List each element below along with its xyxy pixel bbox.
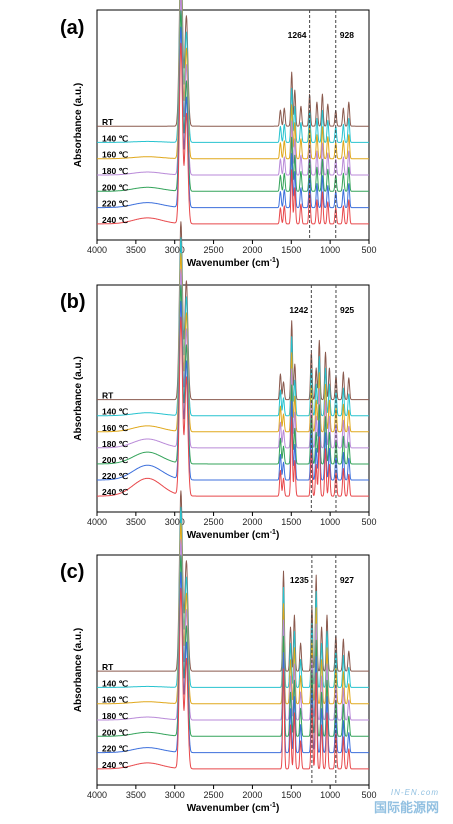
spectrum-line-4: [96, 539, 370, 721]
panel-label: (c): [60, 561, 84, 583]
plot-frame: [96, 9, 370, 241]
series-label: 240 ℃: [102, 760, 129, 770]
spectrum-line-6: [96, 26, 370, 209]
x-tick-label: 3000: [165, 790, 185, 800]
x-tick-label: 1000: [320, 245, 340, 255]
x-tick-label: 500: [361, 517, 376, 527]
x-axis-title: Wavenumber (cm-1): [187, 802, 280, 814]
x-tick-label: 1500: [281, 790, 301, 800]
series-label: 140 ℃: [102, 678, 129, 688]
series-label: 180 ℃: [102, 711, 129, 721]
spectrum-line-5: [96, 555, 370, 737]
spectrum-line-1: [96, 0, 370, 127]
watermark-logo: IN-EN.com 国际能源网: [374, 788, 439, 816]
x-tick-label: 3500: [126, 517, 146, 527]
x-tick-label: 1000: [320, 517, 340, 527]
series-label: 160 ℃: [102, 423, 129, 433]
x-tick-label: 2000: [242, 790, 262, 800]
spectrum-line-4: [96, 268, 370, 449]
chart-panel-3: (c) 4000 3500 3000 2500 2000 1500 1000 500 Wavenu…: [60, 490, 377, 814]
x-tick-label: 4000: [87, 517, 107, 527]
series-label: 220 ℃: [102, 744, 129, 754]
reference-label: 925: [340, 305, 354, 315]
spectrum-line-7: [96, 316, 370, 497]
spectrum-line-2: [96, 237, 370, 417]
x-tick-label: 3000: [165, 517, 185, 527]
x-axis-title: Wavenumber (cm-1): [187, 529, 280, 541]
x-tick-label: 3500: [126, 790, 146, 800]
panel-label: (b): [60, 291, 86, 313]
x-tick-label: 3500: [126, 245, 146, 255]
plot-frame: [96, 554, 370, 786]
series-label: 220 ℃: [102, 199, 129, 209]
x-tick-label: 2500: [204, 245, 224, 255]
spectrum-line-4: [96, 0, 370, 176]
series-label: 200 ℃: [102, 727, 129, 737]
x-tick-label: 1000: [320, 790, 340, 800]
x-tick-label: 1500: [281, 245, 301, 255]
spectrum-line-3: [96, 253, 370, 433]
spectrum-line-3: [96, 0, 370, 160]
series-label: 240 ℃: [102, 487, 129, 497]
series-label: 160 ℃: [102, 695, 129, 705]
reference-label: 928: [340, 30, 354, 40]
spectrum-line-3: [96, 522, 370, 705]
series-label: 200 ℃: [102, 182, 129, 192]
spectrum-line-1: [96, 490, 370, 672]
series-label: 180 ℃: [102, 166, 129, 176]
x-tick-label: 4000: [87, 245, 107, 255]
chart-panel-2: (b) 4000 3500 3000 2500 2000 1500 1000 500 Wavenu…: [60, 221, 377, 541]
series-label: 140 ℃: [102, 407, 129, 417]
x-tick-label: 500: [361, 790, 376, 800]
series-label: 160 ℃: [102, 150, 129, 160]
spectrum-line-7: [96, 42, 370, 225]
spectrum-line-5: [96, 10, 370, 192]
y-axis-title: Absorbance (a.u.): [73, 83, 84, 167]
reference-label: 1235: [290, 575, 309, 585]
watermark-top-text: IN-EN.com: [390, 788, 439, 797]
x-tick-label: 2000: [242, 245, 262, 255]
spectrum-line-6: [96, 571, 370, 754]
y-axis-title: Absorbance (a.u.): [73, 356, 84, 440]
series-label: 220 ℃: [102, 471, 129, 481]
x-tick-label: 500: [361, 245, 376, 255]
x-tick-label: 1500: [281, 517, 301, 527]
spectrum-line-7: [96, 587, 370, 770]
chart-panel-1: (a) 4000 3500 3000 2500 2000 1500 1000 500 Wavenu…: [60, 0, 377, 269]
x-tick-label: 4000: [87, 790, 107, 800]
spectrum-line-2: [96, 506, 370, 688]
y-axis-title: Absorbance (a.u.): [73, 628, 84, 712]
series-label: RT: [102, 391, 114, 401]
spectrum-line-1: [96, 221, 370, 401]
spectrum-line-5: [96, 284, 370, 465]
series-label: 200 ℃: [102, 455, 129, 465]
x-tick-label: 2500: [204, 790, 224, 800]
reference-label: 1264: [288, 30, 307, 40]
reference-label: 927: [340, 575, 354, 585]
spectrum-line-6: [96, 300, 370, 481]
x-axis-title: Wavenumber (cm-1): [187, 257, 280, 269]
reference-label: 1242: [289, 305, 308, 315]
x-tick-label: 3000: [165, 245, 185, 255]
series-label: 140 ℃: [102, 133, 129, 143]
plot-frame: [96, 284, 370, 513]
watermark-bottom-text: 国际能源网: [373, 800, 439, 815]
x-tick-label: 2000: [242, 517, 262, 527]
series-label: RT: [102, 662, 114, 672]
x-tick-label: 2500: [204, 517, 224, 527]
spectrum-line-2: [96, 0, 370, 143]
series-label: 240 ℃: [102, 215, 129, 225]
series-label: 180 ℃: [102, 439, 129, 449]
panel-label: (a): [60, 17, 84, 39]
series-label: RT: [102, 117, 114, 127]
